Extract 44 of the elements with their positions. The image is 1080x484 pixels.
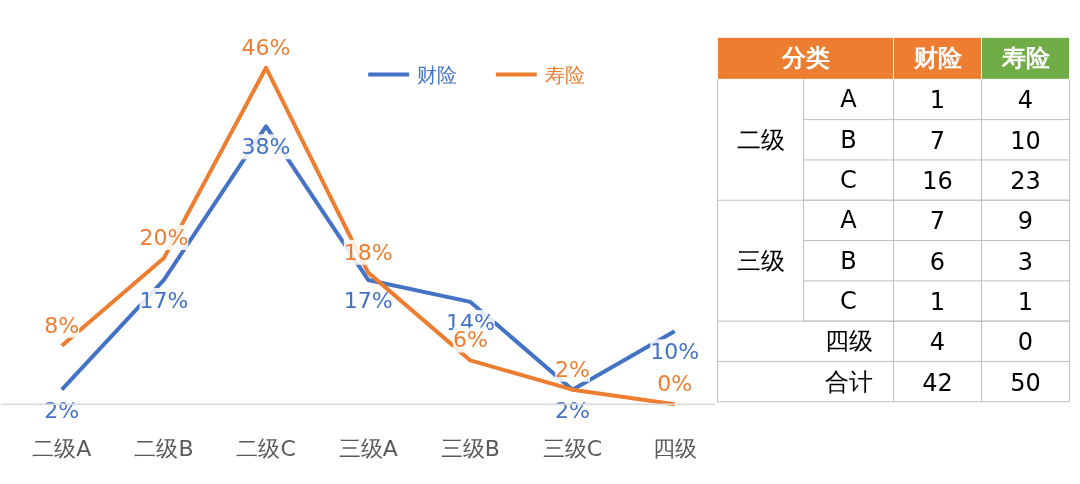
data-label: 0%: [657, 371, 693, 397]
data-label: 18%: [343, 239, 393, 265]
data-label: 3: [1017, 247, 1034, 276]
x-tick-label: 三级B: [440, 435, 500, 461]
data-label: 46%: [241, 34, 291, 60]
data-label: 9: [1017, 207, 1034, 236]
data-label: 2%: [555, 356, 590, 382]
data-label: 38%: [241, 134, 291, 160]
x-tick-label: 二级C: [236, 435, 296, 461]
data-label: 17%: [343, 287, 393, 313]
data-label: 17%: [139, 287, 189, 313]
data-label: 0: [1017, 328, 1034, 357]
data-label: 4: [929, 328, 946, 357]
data-label: 7: [929, 126, 946, 155]
chart-title: 分类: [780, 44, 830, 73]
y-tick-label: B: [840, 246, 857, 275]
data-label: 20%: [139, 225, 189, 250]
x-tick-label: 二级A: [32, 435, 92, 461]
data-label: 7: [929, 207, 946, 236]
data-label: 1: [1017, 287, 1034, 316]
x-tick-label: 三级C: [542, 435, 603, 461]
data-label: 8%: [44, 312, 80, 338]
y-tick-label: 合计: [824, 367, 873, 396]
data-label: 50: [1010, 368, 1041, 397]
x-tick-label: 三级A: [338, 435, 398, 461]
data-label: 23: [1010, 167, 1041, 196]
data-label: 42: [922, 368, 953, 397]
y-tick-label: B: [840, 125, 857, 154]
data-label: 16: [922, 167, 953, 196]
data-label: 4: [1017, 86, 1034, 115]
data-label: 10: [1010, 126, 1041, 155]
text: 二级: [736, 125, 785, 154]
x-tick-label: 二级B: [134, 435, 194, 461]
y-tick-label: C: [840, 166, 857, 195]
data-label: 6: [929, 247, 946, 276]
data-label: 1: [929, 86, 946, 115]
y-tick-label: C: [840, 286, 857, 315]
text: 三级: [736, 246, 785, 275]
y-tick-label: A: [840, 206, 858, 235]
y-tick-label: 四级: [824, 327, 873, 356]
x-tick-label: 四级: [652, 435, 697, 461]
data-label: 1: [929, 287, 946, 316]
data-label: 10%: [650, 339, 700, 365]
y-tick-label: A: [840, 85, 858, 114]
